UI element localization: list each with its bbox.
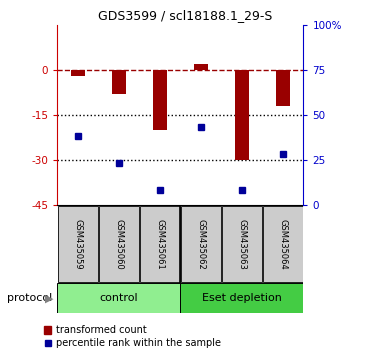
Bar: [112, 70, 126, 94]
Bar: [263, 206, 303, 282]
Bar: [153, 70, 167, 130]
Bar: [180, 283, 303, 313]
Text: GSM435063: GSM435063: [238, 219, 246, 270]
Bar: [194, 64, 208, 70]
Text: GDS3599 / scl18188.1_29-S: GDS3599 / scl18188.1_29-S: [98, 9, 272, 22]
Legend: transformed count, percentile rank within the sample: transformed count, percentile rank withi…: [44, 325, 221, 348]
Text: control: control: [100, 293, 138, 303]
Bar: [181, 206, 221, 282]
Text: Eset depletion: Eset depletion: [202, 293, 282, 303]
Bar: [276, 70, 290, 106]
Bar: [58, 206, 98, 282]
Bar: [235, 70, 249, 160]
Text: GSM435060: GSM435060: [114, 219, 123, 270]
Bar: [99, 206, 139, 282]
Text: ▶: ▶: [45, 293, 54, 303]
Bar: [71, 70, 85, 76]
Text: GSM435059: GSM435059: [73, 219, 83, 270]
Text: protocol: protocol: [7, 293, 53, 303]
Bar: [140, 206, 180, 282]
Text: GSM435064: GSM435064: [278, 219, 287, 270]
Text: GSM435062: GSM435062: [196, 219, 205, 270]
Text: GSM435061: GSM435061: [155, 219, 164, 270]
Bar: [222, 206, 262, 282]
Bar: [57, 283, 180, 313]
